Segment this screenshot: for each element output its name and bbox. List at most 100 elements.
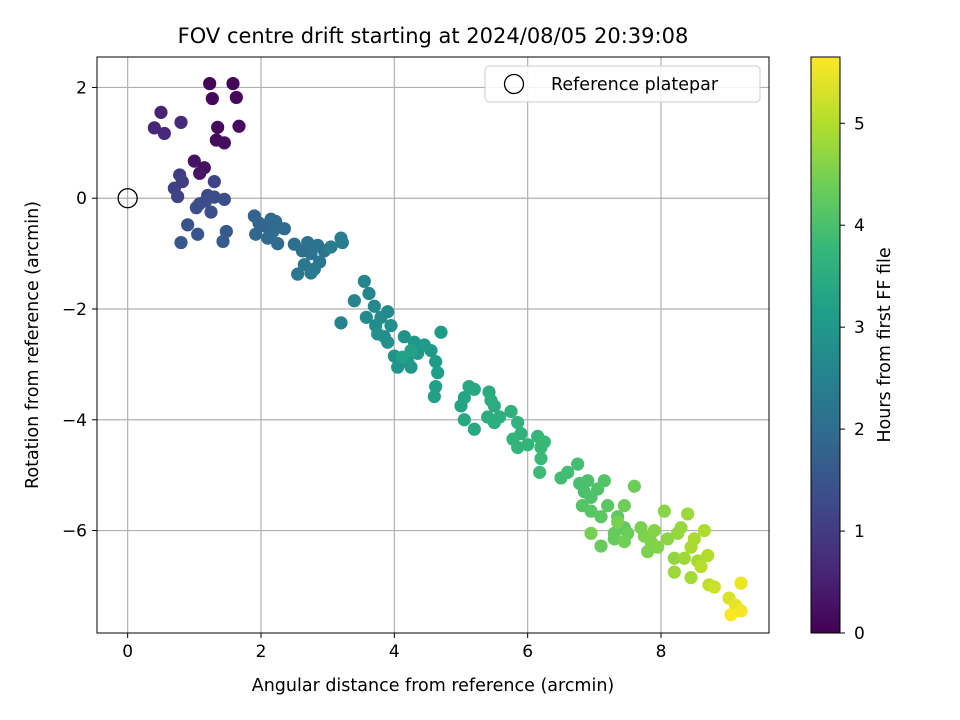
data-point	[371, 327, 385, 341]
data-point	[681, 507, 695, 521]
data-point	[207, 175, 221, 189]
data-point	[697, 523, 711, 538]
data-point	[594, 539, 608, 553]
y-axis-label: Rotation from reference (arcmin)	[23, 201, 43, 489]
data-point	[266, 224, 280, 239]
data-point	[561, 465, 575, 479]
data-point	[617, 499, 631, 513]
data-point	[174, 115, 188, 129]
data-point	[694, 559, 708, 574]
data-point	[674, 521, 688, 535]
data-point	[404, 360, 418, 374]
data-point	[381, 335, 395, 349]
data-point	[193, 166, 207, 180]
x-tick-label: 6	[522, 642, 533, 662]
data-point	[647, 523, 661, 538]
data-point	[534, 451, 548, 466]
data-point	[521, 438, 535, 452]
data-point	[467, 422, 481, 436]
legend-label: Reference platepar	[551, 75, 719, 95]
data-point	[429, 355, 443, 369]
data-point	[295, 244, 309, 258]
data-point	[734, 604, 748, 618]
data-point	[269, 214, 283, 229]
data-point	[187, 154, 201, 168]
data-point	[607, 532, 621, 546]
data-point	[277, 222, 291, 236]
colorbar-tick-label: 1	[854, 522, 865, 542]
data-point	[359, 310, 373, 324]
colorbar-tick-label: 5	[854, 114, 865, 134]
data-point	[219, 224, 233, 239]
data-point	[174, 235, 188, 250]
legend-box	[484, 65, 761, 103]
data-point	[347, 294, 361, 308]
data-point	[504, 404, 518, 419]
data-point	[203, 76, 217, 91]
data-point	[651, 540, 665, 554]
data-point	[684, 571, 698, 585]
data-point	[584, 504, 598, 518]
colorbar-ticks: 0 1 2 3 4 5	[840, 114, 865, 644]
data-point	[657, 504, 671, 518]
x-tick-label: 2	[256, 642, 267, 662]
legend-marker-open-circle	[503, 73, 525, 95]
data-point	[229, 90, 243, 105]
data-point	[157, 126, 171, 141]
y-tick-label: 2	[76, 78, 87, 98]
data-point	[424, 343, 438, 358]
data-point	[431, 366, 445, 380]
colorbar-tick-label: 2	[854, 420, 865, 440]
colorbar-label: Hours from first FF file	[875, 247, 895, 442]
data-point	[429, 379, 443, 394]
x-tick-label: 0	[122, 642, 133, 662]
data-point	[171, 189, 185, 204]
data-point	[335, 235, 349, 250]
data-point	[367, 299, 381, 313]
y-tick-label: −2	[62, 300, 87, 320]
x-tick-label: 4	[389, 642, 400, 662]
data-point	[291, 267, 305, 281]
data-point	[601, 499, 615, 513]
data-point	[617, 535, 631, 549]
data-point	[199, 194, 213, 208]
data-point	[384, 319, 398, 333]
x-axis-label: Angular distance from reference (arcmin)	[252, 676, 615, 696]
data-point	[457, 413, 471, 427]
data-point	[204, 205, 218, 219]
data-point	[581, 474, 595, 488]
data-point	[189, 201, 203, 215]
data-point	[533, 465, 547, 479]
data-point	[537, 435, 551, 449]
data-point	[217, 136, 231, 150]
y-axis-ticks: −6 −4 −2 0 2	[62, 78, 97, 542]
legend: Reference platepar	[484, 65, 761, 103]
x-axis-ticks: 0 2 4 6 8	[122, 633, 666, 662]
data-point	[211, 120, 225, 134]
data-point	[217, 192, 231, 206]
data-point	[232, 119, 246, 133]
data-point	[667, 551, 681, 565]
data-point	[707, 580, 721, 594]
data-point	[216, 234, 230, 249]
data-point	[434, 325, 448, 339]
data-point	[677, 551, 691, 565]
data-point	[611, 515, 625, 529]
data-point	[191, 227, 205, 241]
data-point	[391, 360, 405, 374]
data-point	[627, 479, 641, 493]
data-point	[205, 91, 219, 106]
data-point	[597, 474, 611, 488]
colorbar-tick-label: 3	[854, 318, 865, 338]
data-point	[397, 330, 411, 344]
data-point	[661, 532, 675, 546]
y-tick-label: −6	[62, 522, 87, 542]
data-point	[381, 305, 395, 319]
data-point	[687, 532, 701, 546]
colorbar-tick-label: 0	[854, 624, 865, 644]
x-tick-label: 8	[656, 642, 667, 662]
data-point	[493, 410, 507, 424]
data-point	[511, 415, 525, 430]
data-point	[271, 237, 285, 251]
